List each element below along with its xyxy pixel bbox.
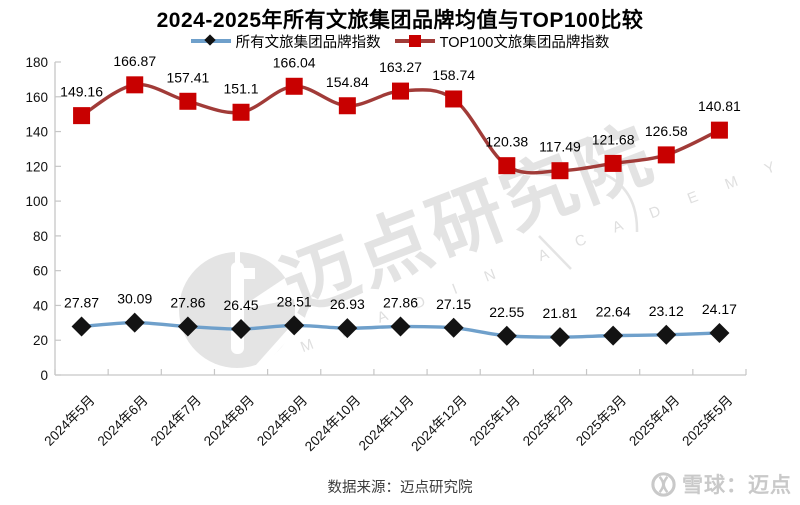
x-tick-label: 2024年12月 — [408, 393, 470, 455]
x-tick-label: 2025年1月 — [467, 393, 523, 449]
data-label: 117.49 — [539, 139, 581, 155]
legend-label-top100: TOP100文旅集团品牌指数 — [439, 34, 610, 51]
legend: 所有文旅集团品牌指数 TOP100文旅集团品牌指数 — [0, 31, 800, 51]
square-marker — [551, 162, 569, 180]
legend-item-all-groups: 所有文旅集团品牌指数 — [190, 31, 381, 52]
square-marker — [73, 107, 91, 125]
square-marker — [710, 121, 728, 139]
diamond-marker — [656, 324, 677, 345]
diamond-marker — [709, 322, 730, 343]
y-tick-label: 40 — [33, 298, 48, 313]
data-label: 157.41 — [166, 69, 209, 85]
data-label: 23.12 — [649, 303, 684, 319]
square-marker — [232, 103, 250, 121]
x-tick-label: 2024年10月 — [302, 393, 364, 455]
y-tick-label: 140 — [25, 125, 48, 140]
legend-label-all-groups: 所有文旅集团品牌指数 — [235, 34, 381, 51]
x-tick-label: 2025年2月 — [520, 393, 576, 449]
diamond-marker — [390, 316, 411, 337]
diamond-marker — [71, 316, 92, 337]
square-marker — [338, 97, 356, 115]
square-marker — [498, 157, 516, 175]
data-label: 26.93 — [330, 296, 365, 312]
data-label: 27.15 — [436, 296, 471, 312]
y-tick-label: 20 — [33, 333, 48, 348]
data-label: 24.17 — [702, 301, 737, 317]
diamond-marker — [124, 312, 145, 333]
data-label: 120.38 — [485, 134, 528, 150]
xueqiu-brand-text: 雪球：迈点 — [682, 474, 792, 497]
diamond-marker — [337, 318, 358, 339]
y-tick-label: 180 — [25, 55, 48, 70]
y-tick-label: 80 — [33, 229, 48, 244]
diamond-marker — [549, 327, 570, 348]
x-axis-labels: 2024年5月2024年6月2024年7月2024年8月2024年9月2024年… — [41, 393, 735, 455]
data-label: 22.64 — [596, 304, 631, 320]
xueqiu-brand: 雪球：迈点 — [650, 469, 792, 499]
data-label: 166.87 — [113, 53, 156, 69]
x-axis-ticks — [54, 369, 747, 375]
chart-title: 2024-2025年所有文旅集团品牌均值与TOP100比较 — [156, 9, 644, 32]
data-label: 27.86 — [170, 295, 205, 311]
diamond-marker — [284, 315, 305, 336]
diamond-marker — [177, 316, 198, 337]
x-tick-label: 2025年5月 — [679, 393, 735, 449]
line-series-1: 149.16 166.87 157.41 151.1 166.04 154.84 163.2… — [60, 53, 741, 180]
y-tick-label: 120 — [25, 159, 48, 174]
x-tick-label: 2024年7月 — [148, 393, 204, 449]
data-label: 22.55 — [489, 304, 524, 320]
data-label: 163.27 — [379, 59, 422, 75]
y-tick-label: 0 — [40, 368, 48, 383]
data-label: 149.16 — [60, 84, 103, 100]
x-tick-label: 2024年9月 — [254, 393, 310, 449]
data-label: 27.86 — [383, 295, 418, 311]
x-tick-label: 2024年11月 — [356, 393, 417, 454]
data-label: 151.1 — [224, 80, 259, 96]
y-tick-label: 60 — [33, 264, 48, 279]
x-tick-label: 2025年4月 — [626, 393, 682, 449]
data-label: 158.74 — [432, 67, 475, 83]
data-label: 154.84 — [326, 74, 369, 90]
x-tick-label: 2025年3月 — [573, 393, 629, 449]
data-label: 121.68 — [592, 131, 635, 147]
line-square-swatch-icon — [394, 34, 435, 47]
square-marker — [604, 154, 622, 172]
data-source-note: 数据来源：迈点研究院 — [327, 480, 473, 496]
line-diamond-swatch-icon — [190, 33, 231, 46]
square-marker — [392, 82, 409, 100]
data-label: 126.58 — [645, 123, 688, 139]
diamond-marker — [231, 319, 252, 340]
diamond-marker — [443, 317, 464, 338]
data-label: 27.87 — [64, 295, 99, 311]
data-label: 30.09 — [117, 291, 152, 307]
square-marker — [445, 90, 463, 108]
line-series-0: 27.87 30.09 27.86 26.45 28.51 26.93 27.86 27.15… — [64, 291, 737, 348]
x-tick-label: 2024年5月 — [41, 393, 97, 449]
square-marker — [126, 76, 144, 94]
axes — [54, 62, 746, 376]
y-tick-label: 100 — [25, 194, 48, 209]
y-tick-label: 160 — [25, 90, 48, 105]
square-marker — [657, 146, 675, 164]
data-label: 166.04 — [273, 54, 316, 70]
square-marker — [285, 77, 303, 95]
legend-item-top100: TOP100文旅集团品牌指数 — [394, 31, 610, 52]
x-tick-label: 2024年8月 — [201, 393, 257, 449]
data-label: 140.81 — [698, 98, 741, 114]
data-label: 26.45 — [224, 297, 259, 313]
x-tick-label: 2024年6月 — [95, 393, 151, 449]
data-label: 21.81 — [542, 305, 577, 321]
xueqiu-logo-icon — [651, 471, 676, 497]
diamond-marker — [496, 325, 517, 346]
y-axis-ticks: 0 20 40 60 80 100 120 140 160 180 — [25, 55, 61, 383]
diamond-marker — [603, 325, 624, 346]
data-label: 28.51 — [277, 293, 312, 309]
square-marker — [179, 92, 197, 110]
